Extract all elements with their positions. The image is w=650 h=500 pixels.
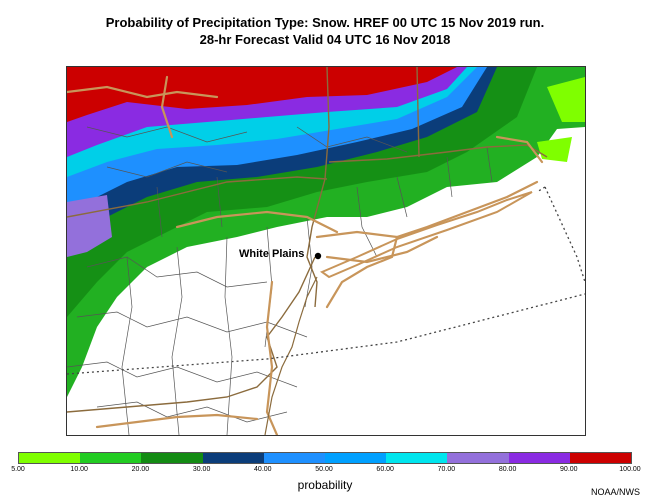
long-island — [319, 191, 533, 279]
colorbar-tick-label: 100.00 — [619, 466, 641, 473]
colorbar-label: probability — [297, 478, 353, 492]
colorbar-tick-label: 20.00 — [131, 466, 150, 473]
coastline — [264, 276, 318, 435]
colorbar-segment — [263, 453, 326, 463]
highways — [67, 75, 544, 435]
colorbar-tick-label: 70.00 — [437, 466, 456, 473]
colorbar-segment — [447, 453, 509, 463]
forecast-map — [66, 66, 586, 436]
map-graphic — [67, 67, 585, 435]
colorbar-segment — [19, 453, 81, 463]
colorbar-segment — [202, 453, 264, 463]
city-label: White Plains — [239, 248, 305, 260]
title-line-2: 28-hr Forecast Valid 04 UTC 16 Nov 2018 — [199, 32, 451, 47]
colorbar-segment — [80, 453, 142, 463]
colorbar-tick-label: 90.00 — [560, 466, 578, 473]
colorbar-tick-label: 30.00 — [192, 466, 211, 473]
colorbar-tick-label: 5.00 — [11, 466, 25, 473]
light-green-patch — [547, 77, 585, 122]
colorbar-tick-label: 50.00 — [315, 466, 333, 473]
colorbar-tick-label: 40.00 — [254, 466, 272, 473]
colorbar-segment — [141, 453, 203, 463]
colorbar-tick-label: 60.00 — [376, 466, 394, 473]
credit-text: NOAA/NWS — [590, 487, 640, 497]
dotted-boundaries — [67, 186, 585, 375]
county-lines — [67, 126, 493, 435]
colorbar-segment — [569, 453, 632, 463]
title-line-1: Probability of Precipitation Type: Snow.… — [105, 15, 545, 30]
colorbar-ticks: 5.00 10.00 20.00 30.00 40.00 50.00 60.00 70.00 8… — [0, 466, 650, 478]
colorbar — [18, 452, 632, 464]
red-band — [67, 67, 457, 122]
colorbar-segment — [386, 453, 448, 463]
colorbar-tick-label: 80.00 — [498, 466, 517, 473]
colorbar-segment — [508, 453, 570, 463]
colorbar-segment — [325, 453, 387, 463]
city-marker — [314, 252, 322, 260]
colorbar-tick-label: 10.00 — [70, 466, 88, 473]
